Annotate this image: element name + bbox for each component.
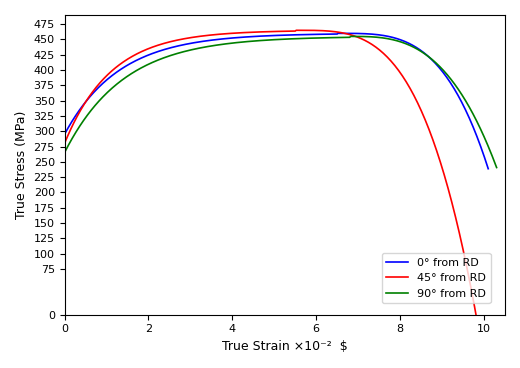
0° from RD	[295, 32, 301, 37]
Y-axis label: True Stress (MPa): True Stress (MPa)	[15, 111, 28, 219]
45° from RD	[375, 46, 381, 51]
45° from RD	[132, 53, 138, 57]
0° from RD	[335, 31, 341, 36]
90° from RD	[61, 151, 68, 155]
90° from RD	[118, 79, 124, 83]
90° from RD	[347, 34, 354, 39]
Line: 45° from RD: 45° from RD	[64, 30, 484, 361]
90° from RD	[450, 80, 456, 84]
0° from RD	[115, 69, 122, 73]
Line: 0° from RD: 0° from RD	[64, 33, 488, 169]
90° from RD	[493, 165, 500, 170]
0° from RD	[400, 39, 406, 43]
X-axis label: True Strain ×10⁻²  $: True Strain ×10⁻² $	[222, 340, 348, 353]
90° from RD	[209, 43, 215, 48]
0° from RD	[485, 166, 491, 171]
0° from RD	[145, 53, 151, 58]
0° from RD	[440, 71, 447, 75]
45° from RD	[293, 28, 300, 32]
45° from RD	[425, 125, 431, 129]
0° from RD	[203, 39, 209, 43]
45° from RD	[107, 70, 113, 75]
45° from RD	[481, 359, 487, 364]
0° from RD	[61, 132, 68, 137]
90° from RD	[411, 45, 417, 50]
Line: 90° from RD: 90° from RD	[64, 36, 497, 167]
90° from RD	[306, 36, 312, 40]
Legend: 0° from RD, 45° from RD, 90° from RD: 0° from RD, 45° from RD, 90° from RD	[382, 253, 491, 303]
45° from RD	[181, 36, 187, 41]
45° from RD	[259, 30, 265, 34]
45° from RD	[61, 141, 68, 146]
90° from RD	[148, 61, 154, 65]
